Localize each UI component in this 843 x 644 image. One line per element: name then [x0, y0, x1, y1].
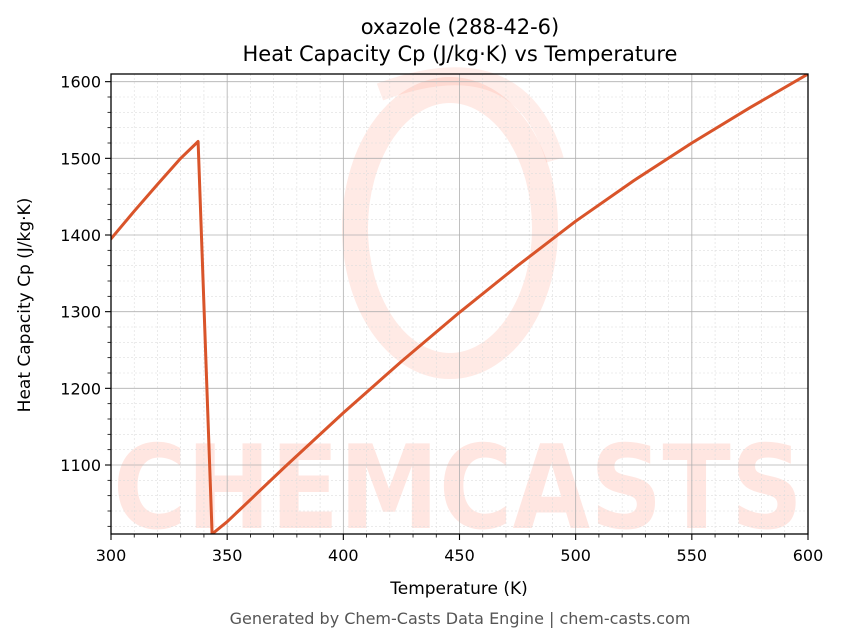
x-tick-label: 300 — [96, 546, 127, 565]
watermark-text: CHEMCASTS — [113, 421, 803, 556]
chart-title: oxazole (288-42-6) — [361, 15, 560, 39]
y-tick-label: 1500 — [60, 149, 101, 168]
x-tick-label: 450 — [444, 546, 475, 565]
watermark: CHEMCASTS — [113, 67, 803, 556]
y-tick-label: 1200 — [60, 379, 101, 398]
x-axis-label: Temperature (K) — [389, 579, 528, 599]
y-tick-label: 1400 — [60, 226, 101, 245]
y-axis-label: Heat Capacity Cp (J/kg·K) — [15, 198, 35, 413]
y-tick-label: 1100 — [60, 456, 101, 475]
footer-credit: Generated by Chem-Casts Data Engine | ch… — [230, 609, 691, 628]
x-tick-label: 500 — [560, 546, 591, 565]
ticks: 300 350 400 450 500 550 600 1100 1200 1300 1400 150… — [60, 73, 823, 565]
chart-subtitle: Heat Capacity Cp (J/kg·K) vs Temperature — [243, 42, 678, 66]
x-tick-label: 600 — [793, 546, 824, 565]
x-tick-label: 550 — [677, 546, 708, 565]
x-tick-label: 350 — [212, 546, 243, 565]
watermark-logo — [342, 67, 564, 379]
x-tick-label: 400 — [328, 546, 359, 565]
y-tick-label: 1600 — [60, 73, 101, 92]
series-line-cp — [111, 74, 808, 534]
series — [111, 74, 808, 534]
y-tick-label: 1300 — [60, 303, 101, 322]
